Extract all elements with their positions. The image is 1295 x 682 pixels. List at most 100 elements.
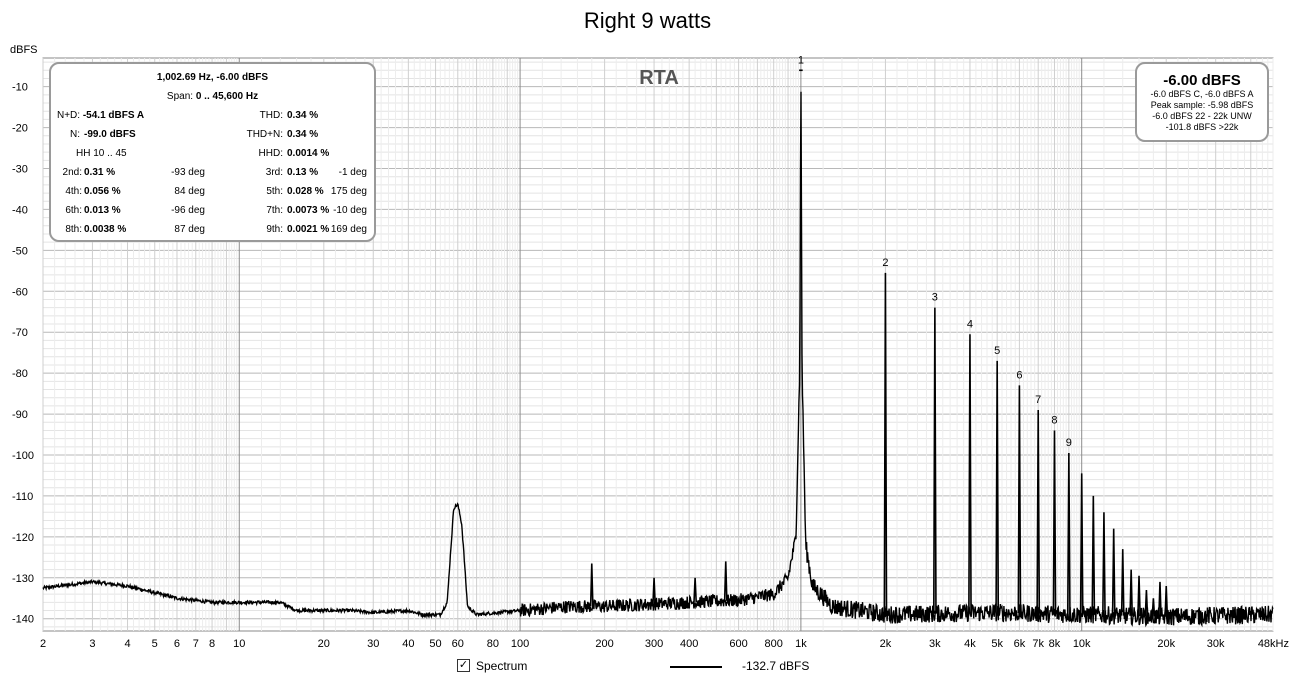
level-line-3: -6.0 dBFS 22 - 22k UNW (1152, 111, 1252, 121)
harmonic-cell: 4th: (65, 186, 82, 197)
harmonic-label: 8 (1051, 414, 1057, 426)
level-main: -6.00 dBFS (1163, 72, 1241, 89)
x-axis: 2 3 4 5 6 7 8 10 20 30 40 50 60 80 100 200 300 400 600 800 1… (40, 638, 1289, 650)
x-tick-label: 6 (174, 638, 180, 650)
y-tick-label: -50 (12, 245, 28, 257)
harmonic-label: 3 (932, 292, 938, 304)
x-tick-label: 1k (795, 638, 807, 650)
spectrum-peak (1052, 430, 1057, 614)
series-spectrum (42, 69, 1274, 628)
spectrum-peak (1158, 581, 1162, 617)
harmonic-cell: -96 deg (171, 205, 205, 216)
x-tick-label: 30 (367, 638, 379, 650)
spectrum-peak (589, 563, 594, 607)
spectrum-peak (1164, 585, 1169, 617)
harmonic-cell: 169 deg (330, 224, 367, 235)
harmonic-label: 1 (798, 54, 804, 66)
spectrum-checkbox[interactable]: ✓ (457, 659, 470, 672)
y-tick-label: -10 (12, 82, 28, 94)
x-tick-label: 8 (209, 638, 215, 650)
x-tick-label: 6k (1014, 638, 1026, 650)
level-line-1: -6.0 dBFS C, -6.0 dBFS A (1150, 89, 1254, 99)
nd-value: -54.1 dBFS A (82, 110, 145, 121)
y-tick-label: -20 (12, 123, 28, 135)
harmonic-cell: 2nd: (62, 167, 82, 178)
harmonic-label: 5 (994, 345, 1000, 357)
chart-title: Right 9 watts (583, 8, 712, 33)
harmonic-cell: 0.13 % (287, 167, 319, 178)
y-tick-label: -140 (12, 614, 34, 626)
spectrum-peak (1144, 590, 1149, 617)
level-line-2: Peak sample: -5.98 dBFS (1150, 100, 1254, 110)
y-axis-label: dBFS (10, 44, 38, 56)
harmonic-cell: 8th: (65, 224, 82, 235)
x-tick-label: 4 (124, 638, 130, 650)
spectrum-peak (1151, 598, 1156, 617)
x-tick-label: 200 (595, 638, 613, 650)
spectrum-peak (1120, 549, 1125, 616)
harmonic-label: 2 (882, 257, 888, 269)
spectrum-peak (723, 561, 728, 601)
x-tick-label: 100 (511, 638, 529, 650)
x-tick-label: 8k (1049, 638, 1061, 650)
legend-line-swatch (670, 666, 722, 668)
thd-value: 0.34 % (287, 110, 319, 121)
legend: ✓ Spectrum -132.7 dBFS (0, 658, 1295, 678)
y-tick-label: -90 (12, 409, 28, 421)
x-tick-label: 7k (1032, 638, 1044, 650)
spectrum-peak (1129, 569, 1134, 616)
x-tick-label: 10k (1073, 638, 1091, 650)
harmonic-cell: 0.028 % (287, 186, 324, 197)
x-tick-label: 3 (89, 638, 95, 650)
y-tick-label: -100 (12, 450, 34, 462)
n-label: N: (70, 129, 80, 140)
spectrum-peak (1017, 385, 1022, 614)
x-tick-label: 10 (233, 638, 245, 650)
harmonic-cell: 6th: (65, 205, 82, 216)
harmonic-labels: 1 2 3 4 5 6 789 (798, 54, 1072, 449)
rta-label: RTA (639, 67, 679, 89)
harmonic-label: 4 (967, 318, 973, 330)
spectrum-peak (1102, 512, 1106, 616)
harmonic-cell: 0.0021 % (287, 224, 330, 235)
harmonic-cell: 9th: (266, 224, 283, 235)
x-tick-label: 40 (402, 638, 414, 650)
hhd-value: 0.0014 % (287, 148, 330, 159)
span-label: Span: (166, 91, 194, 102)
x-tick-label: 7 (193, 638, 199, 650)
thd-label: THD: (259, 110, 283, 121)
x-tick-label: 60 (452, 638, 464, 650)
spectrum-peak (1137, 575, 1141, 617)
harmonic-label: 6 (1016, 369, 1022, 381)
x-tick-label: 30k (1207, 638, 1225, 650)
y-tick-label: -120 (12, 532, 34, 544)
harmonic-cell: 87 deg (174, 224, 205, 235)
x-tick-label: 3k (929, 638, 941, 650)
thdn-label: THD+N: (246, 129, 283, 140)
harmonic-cell: 0.0038 % (84, 224, 127, 235)
level-line-4: -101.8 dBFS >22k (1165, 122, 1239, 132)
y-tick-label: -130 (12, 573, 34, 585)
spectrum-peak (1091, 495, 1096, 615)
hh-label: HH 10 .. 45 (76, 148, 127, 159)
n-value: -99.0 dBFS (84, 129, 136, 140)
info-header: 1,002.69 Hz, -6.00 dBFS (156, 72, 269, 83)
nd-label: N+D: (57, 110, 81, 121)
level-box: -6.00 dBFS -6.0 dBFS C, -6.0 dBFS A Peak… (1135, 62, 1269, 142)
y-tick-label: -60 (12, 286, 28, 298)
harmonic-cell: 175 deg (330, 186, 367, 197)
spectrum-peak (932, 307, 937, 614)
harmonic-cell: 0.013 % (84, 205, 121, 216)
harmonic-cell: 7th: (266, 205, 283, 216)
spectrum-peak (1036, 409, 1041, 614)
span-value: 0 .. 45,600 Hz (195, 91, 259, 102)
legend-label: Spectrum (476, 659, 528, 673)
x-tick-label: 80 (487, 638, 499, 650)
thdn-value: 0.34 % (287, 129, 319, 140)
x-tick-label: 2 (40, 638, 46, 650)
harmonic-cell: 0.056 % (84, 186, 121, 197)
harmonic-cell: -93 deg (171, 167, 205, 178)
harmonic-cell: 0.0073 % (287, 205, 330, 216)
x-tick-label: 48kHz (1258, 638, 1289, 650)
hhd-label: HHD: (258, 148, 283, 159)
